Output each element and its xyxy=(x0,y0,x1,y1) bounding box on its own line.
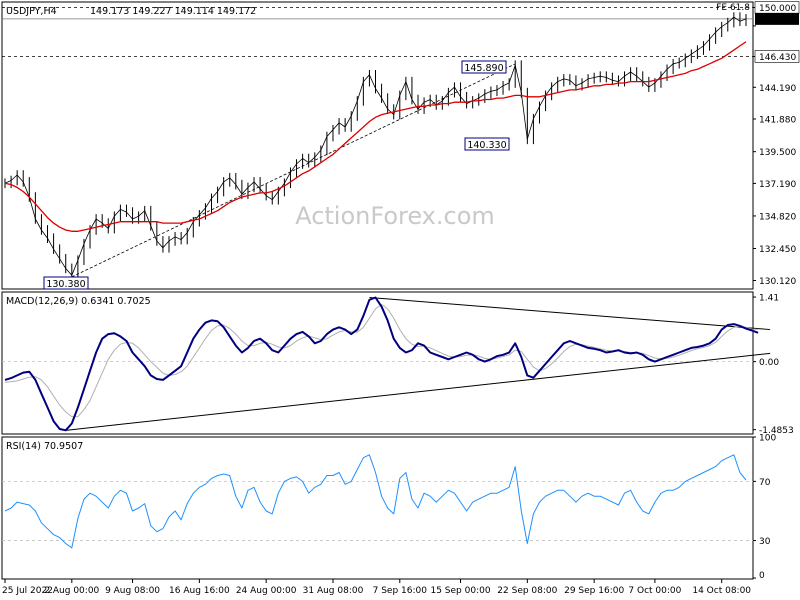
price-ytick-label: 144.190 xyxy=(759,84,796,94)
price-ytick-label: 134.820 xyxy=(759,212,796,222)
price-ytick-label: 130.120 xyxy=(759,277,796,287)
price-line xyxy=(4,16,747,276)
annotation-box-1 xyxy=(464,137,510,151)
xtick-label: 31 Aug 08:00 xyxy=(303,586,364,596)
xtick-label: 14 Oct 08:00 xyxy=(692,586,751,596)
price-ytick-label: 150.000 xyxy=(759,4,796,14)
xtick-label: 24 Aug 00:00 xyxy=(236,586,297,596)
annotation-label-1: 140.330 xyxy=(467,140,506,151)
current-price-label: 149.172 xyxy=(759,15,796,25)
macd-ytick-label: 1.41 xyxy=(759,294,779,304)
macd-trendline-1 xyxy=(369,296,771,331)
rsi-title: RSI(14) 70.9507 xyxy=(6,441,83,452)
rsi-line xyxy=(4,454,747,549)
annotation-label-0: 145.890 xyxy=(464,63,503,74)
channel-dashed-line xyxy=(71,63,516,278)
xtick-label: 25 Jul 2022 xyxy=(2,586,53,596)
price-ytick-label: 137.190 xyxy=(759,180,796,190)
xtick-label: 7 Oct 00:00 xyxy=(628,586,681,596)
price-panel: ActionForex.com USDJPY,H4 149.173 149.227 … xyxy=(1,1,800,290)
macd-ytick-label: 0.00 xyxy=(759,358,779,368)
price-ytick-label: 146.430 xyxy=(759,53,796,63)
moving-average-line xyxy=(4,41,747,232)
rsi-ytick-label: 100 xyxy=(759,434,776,444)
annotation-box-0 xyxy=(461,60,507,74)
xtick-label: 9 Aug 08:00 xyxy=(105,586,160,596)
xtick-label: 15 Sep 00:00 xyxy=(430,586,490,596)
price-ytick-label: 139.500 xyxy=(759,148,796,158)
watermark: ActionForex.com xyxy=(295,202,495,230)
fe-label: FE 61.8 xyxy=(716,3,750,13)
xtick-label: 2 Aug 00:00 xyxy=(44,586,99,596)
macd-line xyxy=(4,296,759,432)
price-ytick-label: 141.880 xyxy=(759,115,796,125)
rsi-ytick-label: 70 xyxy=(759,478,771,488)
annotation-box-2 xyxy=(43,276,89,290)
rsi-panel: RSI(14) 70.9507 100 70 30 0 xyxy=(1,434,776,581)
macd-ytick-label: -1.4853 xyxy=(759,426,794,436)
macd-trendline-0 xyxy=(65,352,771,431)
xtick-label: 22 Sep 08:00 xyxy=(497,586,557,596)
macd-panel: MACD(12,26,9) 0.6341 0.7025 1.41 0.00 -1.48… xyxy=(1,291,794,436)
rsi-frame xyxy=(1,436,754,580)
price-ohlc: 149.173 149.227 149.114 149.172 xyxy=(90,6,256,17)
rsi-ytick-label: 30 xyxy=(759,537,771,547)
macd-title: MACD(12,26,9) 0.6341 0.7025 xyxy=(6,296,151,307)
xtick-label: 7 Sep 16:00 xyxy=(373,586,428,596)
xtick-label: 29 Sep 16:00 xyxy=(564,586,624,596)
price-title: USDJPY,H4 xyxy=(6,6,57,17)
annotation-label-2: 130.380 xyxy=(46,279,85,290)
macd-signal-line xyxy=(4,303,759,418)
price-frame xyxy=(1,1,754,290)
rsi-ytick-label: 0 xyxy=(759,571,765,581)
price-level-box-2 xyxy=(754,50,800,63)
macd-frame xyxy=(1,291,754,435)
current-price-box xyxy=(755,12,799,25)
price-ytick-label: 132.450 xyxy=(759,245,796,255)
xtick-label: 16 Aug 16:00 xyxy=(169,586,230,596)
